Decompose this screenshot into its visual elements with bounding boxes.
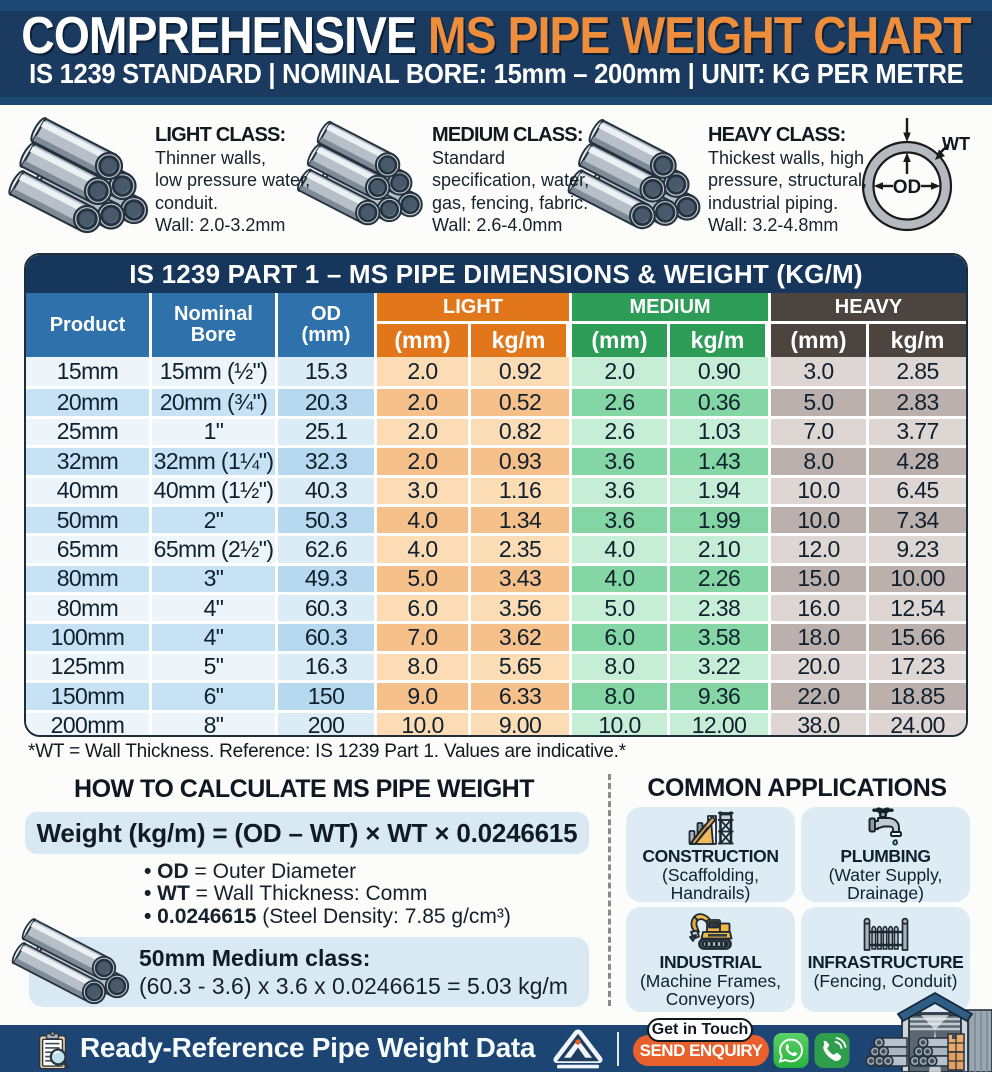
svg-text:WT: WT (942, 134, 970, 154)
svg-text:OD: OD (893, 177, 922, 198)
